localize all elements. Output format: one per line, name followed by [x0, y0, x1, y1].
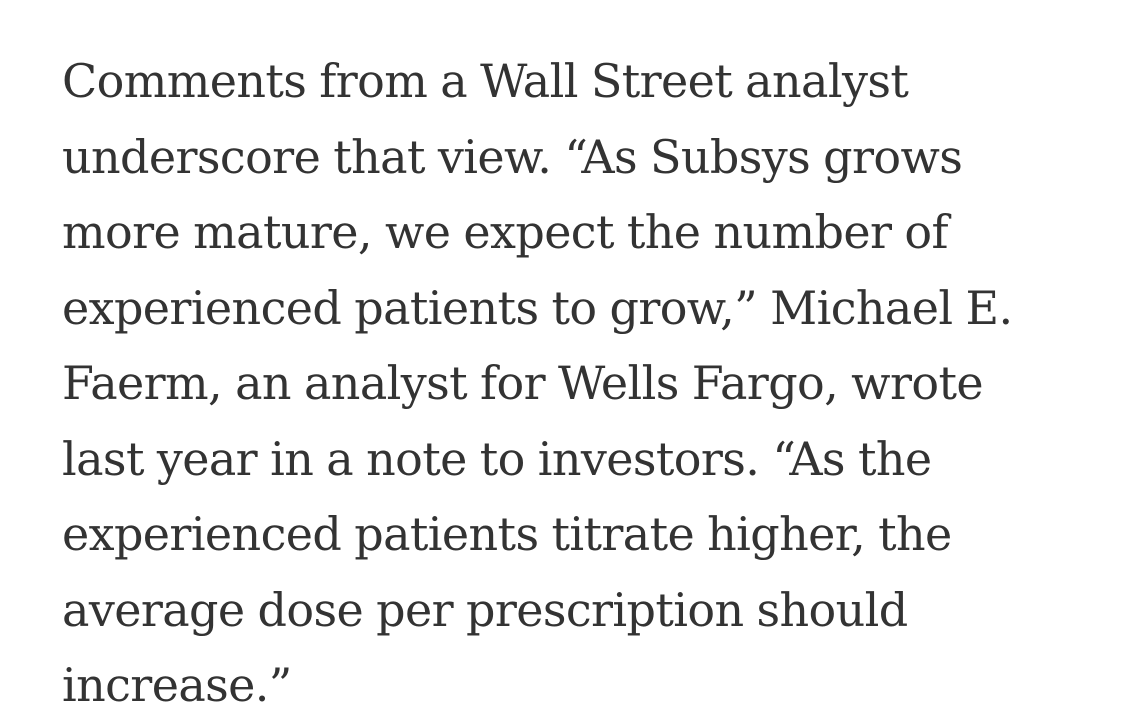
paragraph-line: last year in a note to investors. “As th…: [62, 431, 932, 486]
paragraph-line: experienced patients titrate higher, the: [62, 507, 952, 561]
paragraph-line: underscore that view. “As Subsys grows: [62, 129, 963, 184]
paragraph-line: more mature, we expect the number of: [62, 205, 949, 259]
paragraph-line: Comments from a Wall Street analyst: [62, 54, 909, 108]
paragraph-line: experienced patients to grow,” Michael E…: [62, 280, 1013, 335]
paragraph-line: increase.”: [62, 658, 292, 712]
article-paragraph: Comments from a Wall Street analyst unde…: [62, 44, 1013, 724]
paragraph-line: Faerm, an analyst for Wells Fargo, wrote: [62, 356, 984, 410]
paragraph-line: average dose per prescription should: [62, 582, 908, 637]
